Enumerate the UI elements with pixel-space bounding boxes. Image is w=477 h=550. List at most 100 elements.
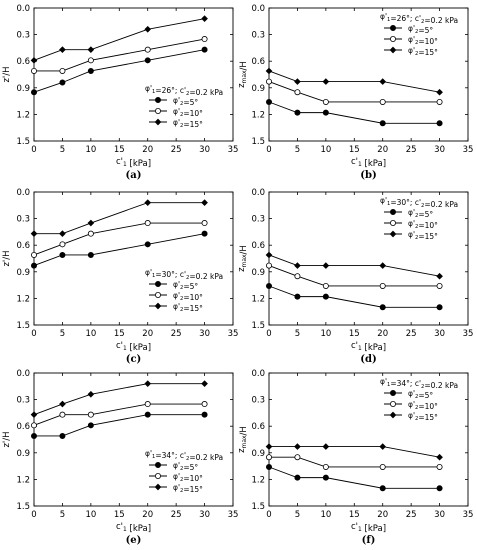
x-tick-label: 20 (377, 510, 388, 520)
panel-caption: (c) (126, 354, 142, 365)
y-tick-label: 0.9 (16, 449, 30, 459)
x-tick-label: 25 (171, 510, 182, 520)
x-tick-label: 0 (266, 510, 271, 520)
legend-marker (389, 400, 396, 407)
y-tick-label: 1.5 (251, 137, 265, 147)
x-tick-label: 25 (171, 145, 182, 155)
x-tick-label: 35 (463, 510, 474, 520)
x-tick-label: 5 (295, 145, 300, 155)
legend-entry: φ'2=5° (408, 208, 433, 219)
data-point (87, 57, 94, 64)
data-point (322, 293, 329, 300)
x-tick-label: 25 (406, 510, 417, 520)
x-tick-label: 0 (31, 329, 36, 339)
data-point (201, 46, 208, 53)
y-tick-label: 0.6 (16, 57, 30, 67)
series-line (34, 38, 205, 72)
panel-c: 0 5 10 15 20 25 30 35 0.0 0.3 0.6 0.9 1.2 1.5 c'1 [kPa… (2, 188, 238, 365)
data-point (379, 304, 386, 311)
legend-entry: φ'2=15° (408, 230, 438, 241)
data-point (436, 88, 443, 96)
data-point (30, 432, 37, 439)
y-tick-label: 1.2 (251, 110, 265, 120)
data-point (436, 485, 443, 492)
data-point (201, 199, 208, 206)
x-tick-label: 30 (199, 329, 210, 339)
legend-marker (154, 302, 162, 310)
x-tick-label: 35 (463, 145, 474, 155)
data-point (59, 411, 66, 418)
y-axis-label: z'/H (2, 66, 12, 82)
x-tick-label: 25 (171, 329, 182, 339)
data-point (87, 67, 94, 74)
series-line (269, 456, 440, 468)
plot-frame (268, 191, 469, 326)
legend-entry: φ'2=10° (408, 219, 438, 230)
x-tick-label: 35 (228, 510, 239, 520)
x-tick-label: 5 (60, 145, 65, 155)
y-tick-label: 0.3 (251, 396, 265, 406)
x-tick-label: 10 (320, 145, 331, 155)
y-tick-label: 0.6 (251, 57, 265, 67)
x-tick-label: 35 (463, 329, 474, 339)
data-point (59, 46, 66, 53)
data-point (30, 56, 38, 64)
x-tick-label: 30 (434, 510, 445, 520)
data-point (201, 380, 208, 387)
data-point (265, 262, 272, 269)
y-tick-label: 1.2 (16, 294, 30, 304)
y-tick-label: 0.0 (251, 369, 265, 379)
data-point (379, 120, 386, 127)
data-point (294, 454, 301, 461)
data-point (265, 463, 272, 470)
data-point (322, 282, 329, 289)
data-point (30, 89, 37, 96)
data-point (30, 230, 38, 237)
legend-marker (389, 46, 397, 54)
data-point (144, 220, 151, 227)
data-point (87, 411, 94, 418)
legend-marker (154, 461, 161, 468)
x-tick-label: 0 (266, 145, 271, 155)
x-tick-label: 10 (320, 510, 331, 520)
data-point (436, 120, 443, 127)
y-tick-label: 1.5 (251, 502, 265, 512)
panel-a: 0 5 10 15 20 25 30 35 0.0 0.3 0.6 0.9 1.2 1.5 c'1 [kPa… (2, 4, 238, 181)
legend-title: φ'1=26°; c'2=0.2 kPa (145, 84, 223, 97)
data-point (30, 67, 37, 74)
x-tick-label: 20 (377, 329, 388, 339)
legend-marker (389, 389, 396, 396)
x-axis-label: c'1 [kPa] (116, 341, 151, 353)
data-point (294, 293, 301, 300)
x-tick-label: 20 (142, 510, 153, 520)
x-tick-label: 20 (142, 145, 153, 155)
series-line (33, 383, 205, 416)
panel-caption: (b) (360, 170, 376, 181)
data-point (265, 282, 272, 289)
legend-entry: φ'2=15° (408, 411, 438, 422)
data-point (379, 443, 387, 450)
legend-title: φ'1=34°; c'2=0.2 kPa (380, 377, 458, 390)
data-point (322, 443, 330, 450)
plot-frame (33, 372, 234, 507)
legend-entry: φ'2=10° (173, 472, 203, 483)
panel-caption: (f) (362, 535, 376, 546)
panel-caption: (a) (126, 170, 142, 181)
legend-marker (389, 36, 396, 43)
y-tick-label: 1.2 (251, 294, 265, 304)
data-point (294, 109, 301, 116)
y-tick-label: 0.0 (251, 4, 265, 14)
data-point (144, 241, 151, 248)
data-point (379, 262, 387, 269)
legend-marker (389, 219, 396, 226)
legend-marker (389, 208, 396, 215)
legend-marker (154, 483, 162, 491)
y-axis-label: zmax/H (237, 245, 249, 272)
x-tick-label: 25 (406, 145, 417, 155)
y-tick-label: 1.5 (16, 137, 30, 147)
x-tick-label: 0 (266, 329, 271, 339)
data-point (322, 262, 330, 269)
panel-e: 0 5 10 15 20 25 30 35 0.0 0.3 0.6 0.9 1.2 1.5 c'1 [kPa… (2, 369, 238, 546)
data-point (144, 411, 151, 418)
y-tick-label: 0.9 (251, 84, 265, 94)
